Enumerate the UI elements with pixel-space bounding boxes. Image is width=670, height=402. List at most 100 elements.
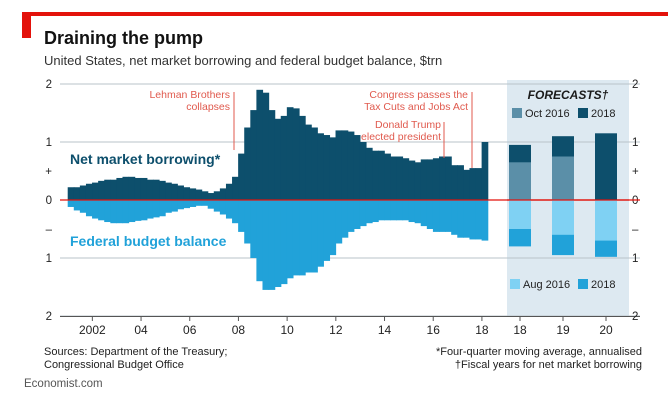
- balance-bar: [171, 200, 178, 212]
- borrowing-bar: [195, 189, 203, 200]
- balance-bar: [152, 200, 160, 218]
- balance-series-label: Federal budget balance: [70, 233, 227, 249]
- forecast-bar-oct2016: [552, 156, 574, 200]
- borrowing-bar: [365, 147, 373, 200]
- x-tick-label: 14: [378, 323, 392, 337]
- top-rule: [22, 12, 668, 16]
- x-tick-label: 10: [280, 323, 294, 337]
- borrowing-series-label: Net market borrowing*: [70, 151, 221, 167]
- borrowing-bar: [305, 124, 312, 200]
- annotation-tax-line1: Congress passes the: [369, 89, 468, 101]
- x-tick-label: 06: [183, 323, 197, 337]
- footnote-2: †Fiscal years for net market borrowing: [454, 359, 642, 371]
- borrowing-bar: [67, 187, 75, 200]
- balance-bar: [475, 200, 483, 240]
- balance-bar: [359, 200, 367, 227]
- balance-bar: [128, 200, 136, 223]
- borrowing-bar: [299, 115, 306, 200]
- borrowing-bar: [152, 179, 160, 200]
- balance-bar: [323, 200, 331, 261]
- borrowing-bar: [384, 153, 391, 200]
- balance-bar: [189, 200, 197, 207]
- y-tick-right: 2: [632, 311, 638, 323]
- y-tick-right: –: [632, 224, 639, 236]
- borrowing-bar: [146, 179, 154, 200]
- balance-bar: [396, 200, 404, 221]
- borrowing-bar: [481, 142, 489, 200]
- legend-swatch-2018-top: [578, 108, 588, 118]
- borrowing-bar: [432, 158, 440, 200]
- borrowing-bar: [177, 185, 184, 200]
- x-tick-label: 18: [475, 323, 489, 337]
- balance-bar: [116, 200, 124, 224]
- borrowing-bar: [402, 158, 410, 200]
- borrowing-bar: [408, 160, 416, 200]
- legend-label-aug2016: Aug 2016: [523, 279, 570, 291]
- balance-bar: [92, 200, 99, 219]
- borrowing-bar: [134, 177, 142, 200]
- balance-bar: [79, 200, 87, 213]
- borrowing-bar: [457, 165, 464, 200]
- borrowing-bar: [292, 108, 300, 200]
- source-line-2: Congressional Budget Office: [44, 359, 184, 371]
- borrowing-bar: [207, 193, 215, 200]
- balance-bar: [280, 200, 288, 285]
- balance-bar: [177, 200, 184, 210]
- borrowing-bar: [128, 176, 136, 200]
- borrowing-bar: [463, 169, 471, 200]
- borrowing-bar: [92, 182, 99, 200]
- annotation-lehman-line1: Lehman Brothers: [149, 89, 230, 101]
- y-tick-right: +: [632, 166, 639, 178]
- borrowing-bar: [414, 162, 422, 200]
- balance-bar: [122, 200, 130, 224]
- balance-bar: [140, 200, 148, 221]
- balance-bar: [238, 200, 245, 232]
- balance-bar: [73, 200, 81, 211]
- y-tick-left: 1: [46, 137, 52, 149]
- balance-bar: [274, 200, 282, 287]
- forecast-bar-aug2016: [552, 200, 574, 235]
- borrowing-bar: [268, 110, 276, 200]
- balance-bar: [347, 200, 355, 232]
- borrowing-bar: [420, 159, 428, 200]
- borrowing-bar: [311, 127, 318, 200]
- borrowing-bar: [323, 135, 331, 200]
- balance-bar: [286, 200, 294, 279]
- borrowing-bar: [451, 165, 458, 200]
- balance-bar: [159, 200, 166, 217]
- balance-bar: [305, 200, 312, 273]
- legend-label-2018-bottom: 2018: [591, 279, 615, 291]
- forecast-bar-aug2016: [595, 200, 617, 241]
- borrowing-bar: [469, 168, 477, 200]
- x-tick-label: 16: [427, 323, 441, 337]
- balance-bar: [439, 200, 446, 232]
- borrowing-bar: [85, 183, 93, 200]
- legend-label-oct2016: Oct 2016: [525, 108, 570, 120]
- borrowing-bar: [317, 133, 324, 200]
- x-tick-label: 04: [134, 323, 148, 337]
- balance-bar: [299, 200, 306, 276]
- brand-flag: [22, 12, 31, 38]
- balance-bar: [426, 200, 434, 229]
- borrowing-bar: [359, 142, 367, 200]
- balance-bar: [225, 200, 233, 219]
- forecast-bar-aug2016: [509, 200, 531, 229]
- forecast-bar-2018-borrowing: [595, 133, 617, 200]
- y-tick-left: 1: [46, 253, 52, 265]
- balance-bar: [244, 200, 251, 244]
- legend-swatch-oct2016: [512, 108, 522, 118]
- balance-bar: [110, 200, 117, 224]
- borrowing-bar: [256, 89, 264, 200]
- y-tick-left: 0: [46, 195, 52, 207]
- balance-bar: [378, 200, 385, 221]
- forecast-x-tick-label: 18: [513, 323, 527, 337]
- borrowing-bar: [232, 176, 239, 200]
- balance-bar: [134, 200, 142, 221]
- borrowing-bar: [335, 130, 343, 200]
- balance-bar: [183, 200, 191, 209]
- balance-bar: [365, 200, 373, 224]
- borrowing-bar: [280, 115, 288, 200]
- borrowing-bar: [110, 179, 117, 200]
- x-tick-label: 12: [329, 323, 343, 337]
